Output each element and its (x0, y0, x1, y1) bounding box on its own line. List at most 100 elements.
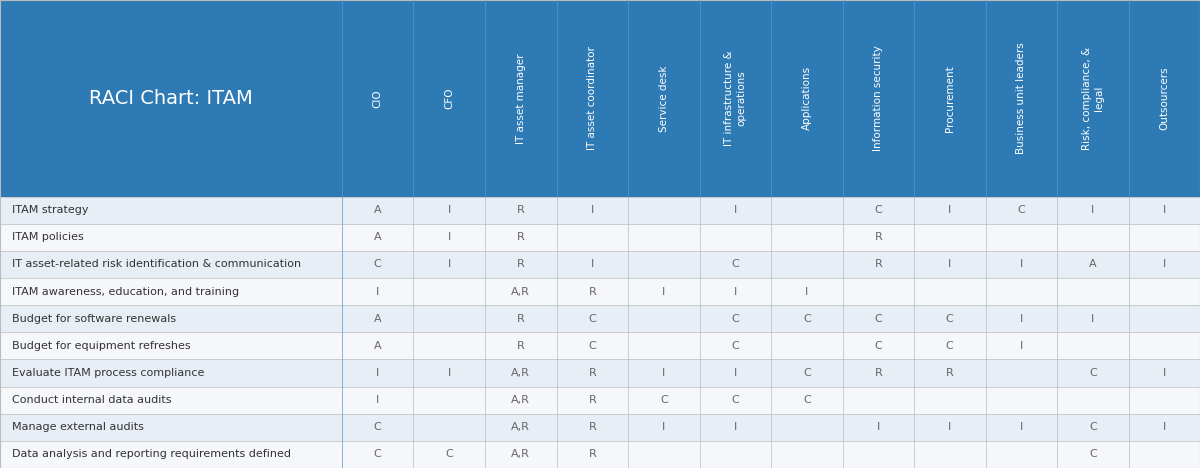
Text: C: C (875, 205, 882, 215)
Text: R: R (946, 368, 954, 378)
Text: I: I (1163, 368, 1166, 378)
Text: I: I (1163, 422, 1166, 432)
Text: I: I (376, 395, 379, 405)
Text: Data analysis and reporting requirements defined: Data analysis and reporting requirements… (12, 449, 292, 460)
Text: Service desk: Service desk (659, 65, 668, 132)
Text: C: C (1088, 422, 1097, 432)
Text: I: I (590, 205, 594, 215)
Text: C: C (374, 259, 382, 270)
Text: I: I (448, 205, 451, 215)
Bar (0, 441, 1200, 468)
Text: Business unit leaders: Business unit leaders (1016, 43, 1026, 154)
Text: C: C (803, 368, 811, 378)
Text: I: I (733, 368, 737, 378)
Text: I: I (733, 205, 737, 215)
Text: I: I (376, 286, 379, 297)
Text: C: C (803, 314, 811, 324)
Text: I: I (448, 232, 451, 242)
Text: I: I (1020, 259, 1022, 270)
Text: I: I (1091, 314, 1094, 324)
Text: R: R (517, 341, 524, 351)
Text: I: I (1091, 205, 1094, 215)
Bar (0, 251, 1200, 278)
Text: IT asset-related risk identification & communication: IT asset-related risk identification & c… (12, 259, 301, 270)
Bar (0, 359, 1200, 387)
Text: C: C (445, 449, 454, 460)
Text: CFO: CFO (444, 88, 455, 109)
Text: I: I (1163, 205, 1166, 215)
Text: A,R: A,R (511, 395, 530, 405)
Text: I: I (662, 368, 665, 378)
Text: R: R (588, 422, 596, 432)
Text: I: I (805, 286, 809, 297)
Bar (0, 387, 1200, 414)
Bar (0, 414, 1200, 441)
Text: IT infrastructure &
operations: IT infrastructure & operations (725, 51, 746, 146)
Bar (0, 224, 1200, 251)
Text: A,R: A,R (511, 422, 530, 432)
Text: Outsourcers: Outsourcers (1159, 66, 1169, 130)
Text: C: C (731, 259, 739, 270)
Text: C: C (946, 341, 954, 351)
Text: RACI Chart: ITAM: RACI Chart: ITAM (89, 89, 253, 108)
Text: I: I (948, 422, 952, 432)
Text: I: I (877, 422, 880, 432)
Text: I: I (1163, 259, 1166, 270)
Text: R: R (875, 232, 882, 242)
Text: C: C (374, 449, 382, 460)
Text: C: C (588, 314, 596, 324)
Text: C: C (731, 314, 739, 324)
Text: R: R (588, 286, 596, 297)
Text: I: I (1020, 314, 1022, 324)
Text: ITAM strategy: ITAM strategy (12, 205, 89, 215)
Text: Evaluate ITAM process compliance: Evaluate ITAM process compliance (12, 368, 204, 378)
Text: I: I (948, 205, 952, 215)
Text: I: I (448, 368, 451, 378)
Text: Information security: Information security (874, 45, 883, 151)
Text: A: A (374, 314, 382, 324)
Text: C: C (1018, 205, 1025, 215)
Text: A,R: A,R (511, 286, 530, 297)
Text: A: A (374, 341, 382, 351)
Bar (0, 0, 1200, 197)
Text: A: A (374, 205, 382, 215)
Text: I: I (1020, 341, 1022, 351)
Text: R: R (588, 368, 596, 378)
Text: Conduct internal data audits: Conduct internal data audits (12, 395, 172, 405)
Bar (0, 305, 1200, 332)
Bar (0, 197, 1200, 224)
Bar (0, 332, 1200, 359)
Text: R: R (517, 259, 524, 270)
Text: I: I (662, 286, 665, 297)
Text: R: R (588, 395, 596, 405)
Text: C: C (1088, 368, 1097, 378)
Text: C: C (374, 422, 382, 432)
Text: A: A (1088, 259, 1097, 270)
Text: I: I (733, 422, 737, 432)
Text: I: I (590, 259, 594, 270)
Text: C: C (946, 314, 954, 324)
Text: A,R: A,R (511, 368, 530, 378)
Text: ITAM awareness, education, and training: ITAM awareness, education, and training (12, 286, 239, 297)
Text: I: I (948, 259, 952, 270)
Text: Budget for equipment refreshes: Budget for equipment refreshes (12, 341, 191, 351)
Text: C: C (731, 341, 739, 351)
Text: IT asset coordinator: IT asset coordinator (587, 46, 598, 150)
Text: R: R (517, 205, 524, 215)
Text: I: I (376, 368, 379, 378)
Text: I: I (1020, 422, 1022, 432)
Text: C: C (1088, 449, 1097, 460)
Text: A: A (374, 232, 382, 242)
Text: IT asset manager: IT asset manager (516, 53, 526, 144)
Text: CIO: CIO (373, 89, 383, 108)
Text: Applications: Applications (802, 66, 811, 131)
Text: Budget for software renewals: Budget for software renewals (12, 314, 176, 324)
Text: C: C (875, 341, 882, 351)
Text: C: C (803, 395, 811, 405)
Text: I: I (662, 422, 665, 432)
Text: Manage external audits: Manage external audits (12, 422, 144, 432)
Text: ITAM policies: ITAM policies (12, 232, 84, 242)
Text: C: C (588, 341, 596, 351)
Bar (0, 278, 1200, 305)
Text: C: C (731, 395, 739, 405)
